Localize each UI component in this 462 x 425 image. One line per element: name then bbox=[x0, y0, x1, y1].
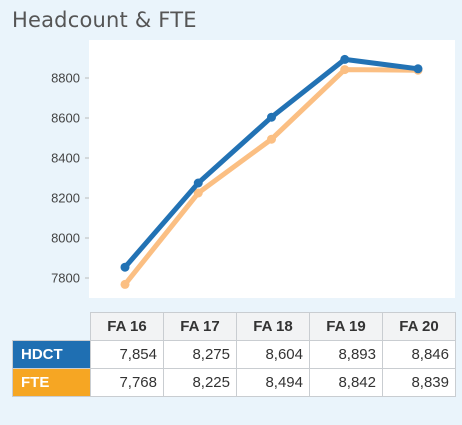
chart-title: Headcount & FTE bbox=[12, 8, 197, 32]
table-cell: 8,225 bbox=[163, 368, 237, 397]
table-cell: 7,854 bbox=[90, 340, 164, 369]
column-header: FA 16 bbox=[90, 312, 164, 341]
data-point-fte bbox=[267, 134, 276, 144]
data-point-hdct bbox=[340, 54, 350, 64]
column-header: FA 18 bbox=[236, 312, 310, 341]
data-point-fte bbox=[120, 279, 130, 289]
column-header: FA 19 bbox=[309, 312, 383, 341]
y-tick-label: 8800 bbox=[51, 71, 80, 86]
row-label-fte: FTE bbox=[12, 368, 91, 397]
data-point-hdct bbox=[267, 112, 276, 122]
y-tick-label: 8600 bbox=[51, 111, 80, 126]
data-point-hdct bbox=[193, 178, 203, 188]
line-chart: 7800 8000 8200 8400 8600 8800 bbox=[51, 54, 423, 289]
y-tick-label: 8200 bbox=[51, 191, 80, 206]
table-header-row: FA 16 FA 17 FA 18 FA 19 FA 20 bbox=[13, 312, 456, 341]
data-point-hdct bbox=[413, 64, 423, 74]
y-tick-label: 8400 bbox=[51, 151, 80, 166]
data-table: FA 16 FA 17 FA 18 FA 19 FA 20 HDCT 7,854… bbox=[12, 312, 456, 397]
table-cell: 8,839 bbox=[382, 368, 456, 397]
data-point-fte bbox=[340, 65, 350, 75]
y-tick-label: 7800 bbox=[51, 271, 80, 286]
table-corner bbox=[13, 313, 91, 341]
row-label-hdct: HDCT bbox=[12, 340, 91, 369]
column-header: FA 17 bbox=[163, 312, 237, 341]
table-row-hdct: HDCT 7,854 8,275 8,604 8,893 8,846 bbox=[12, 340, 456, 369]
series-line-fte bbox=[122, 67, 421, 287]
table-cell: 8,604 bbox=[236, 340, 310, 369]
table-cell: 8,275 bbox=[163, 340, 237, 369]
data-point-hdct bbox=[120, 262, 130, 272]
table-cell: 8,842 bbox=[309, 368, 383, 397]
table-cell: 8,494 bbox=[236, 368, 310, 397]
table-row-fte: FTE 7,768 8,225 8,494 8,842 8,839 bbox=[12, 368, 456, 397]
data-point-fte bbox=[193, 188, 203, 198]
column-header: FA 20 bbox=[382, 312, 456, 341]
series-line-hdct bbox=[122, 56, 421, 270]
table-cell: 7,768 bbox=[90, 368, 164, 397]
y-tick-label: 8000 bbox=[51, 231, 80, 246]
table-cell: 8,846 bbox=[382, 340, 456, 369]
table-cell: 8,893 bbox=[309, 340, 383, 369]
